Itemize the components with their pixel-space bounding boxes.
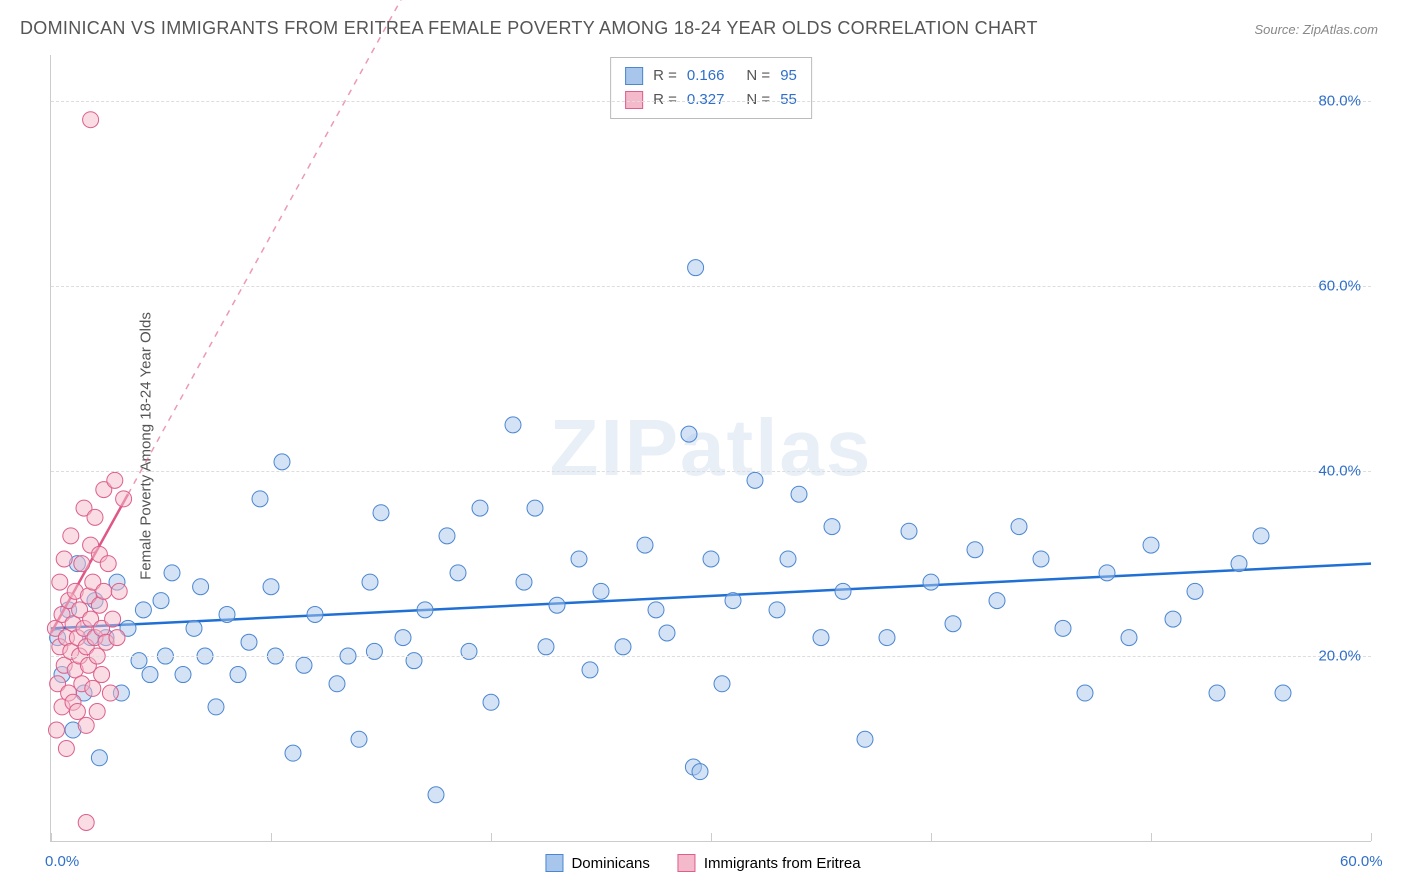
legend-swatch <box>545 854 563 872</box>
gridline-h <box>51 471 1371 472</box>
x-tick <box>271 833 272 841</box>
y-tick-label: 80.0% <box>1318 93 1361 110</box>
x-tick <box>1151 833 1152 841</box>
series-legend-item: Immigrants from Eritrea <box>678 854 861 872</box>
stat-r-label: R = <box>653 64 677 88</box>
y-tick-label: 40.0% <box>1318 463 1361 480</box>
y-tick-label: 60.0% <box>1318 278 1361 295</box>
x-tick <box>931 833 932 841</box>
series-legend-label: Immigrants from Eritrea <box>704 855 861 872</box>
gridline-h <box>51 286 1371 287</box>
stat-n-label: N = <box>746 88 770 112</box>
x-tick <box>1371 833 1372 841</box>
stat-n-label: N = <box>746 64 770 88</box>
x-tick-label: 60.0% <box>1340 853 1383 870</box>
legend-swatch <box>678 854 696 872</box>
gridline-h <box>51 656 1371 657</box>
x-tick <box>51 833 52 841</box>
source-attribution: Source: ZipAtlas.com <box>1254 22 1378 37</box>
stat-legend-row: R = 0.327 N = 55 <box>625 88 797 112</box>
stat-r-value: 0.327 <box>687 88 725 112</box>
legend-swatch <box>625 91 643 109</box>
gridline-h <box>51 101 1371 102</box>
series-legend-item: Dominicans <box>545 854 649 872</box>
stat-r-value: 0.166 <box>687 64 725 88</box>
scatter-plot-svg <box>51 55 1371 841</box>
stat-n-value: 55 <box>780 88 797 112</box>
y-tick-label: 20.0% <box>1318 648 1361 665</box>
legend-swatch <box>625 67 643 85</box>
statistics-legend: R = 0.166 N = 95 R = 0.327 N = 55 <box>610 57 812 119</box>
stat-r-label: R = <box>653 88 677 112</box>
series-legend: Dominicans Immigrants from Eritrea <box>545 854 860 872</box>
x-tick <box>491 833 492 841</box>
stat-n-value: 95 <box>780 64 797 88</box>
stat-legend-row: R = 0.166 N = 95 <box>625 64 797 88</box>
series-legend-label: Dominicans <box>571 855 649 872</box>
chart-title: DOMINICAN VS IMMIGRANTS FROM ERITREA FEM… <box>20 18 1038 39</box>
x-tick-label: 0.0% <box>45 853 79 870</box>
x-tick <box>711 833 712 841</box>
chart-plot-area: ZIPatlas R = 0.166N = 95R = 0.327N = 55 … <box>50 55 1371 842</box>
